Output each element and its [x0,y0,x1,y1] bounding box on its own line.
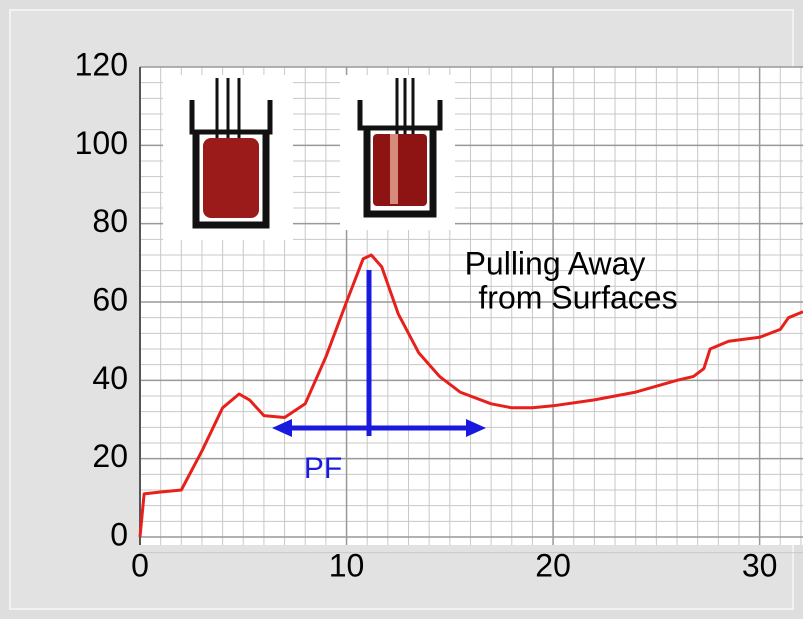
x-tick-label: 10 [329,547,365,583]
axes: 0 20 40 60 80 100 120 0 10 20 30 [75,46,778,583]
pf-marker [272,270,486,437]
beaker-image-2 [340,75,455,230]
annotation: PF [304,452,342,485]
annotation: from Surfaces [478,279,677,315]
y-tick-label: 60 [92,281,128,317]
annotation: Pulling Away [465,245,646,281]
beaker-image-1 [163,75,293,240]
y-tick-label: 40 [92,360,128,396]
y-tick-label: 0 [110,516,128,552]
data-line [138,253,803,538]
y-tick-label: 20 [92,438,128,474]
x-tick-label: 20 [535,547,571,583]
y-tick-label: 100 [75,125,128,161]
y-tick-label: 120 [75,46,128,82]
x-tick-label: 30 [742,547,778,583]
x-tick-label: 0 [131,547,149,583]
y-tick-label: 80 [92,203,128,239]
